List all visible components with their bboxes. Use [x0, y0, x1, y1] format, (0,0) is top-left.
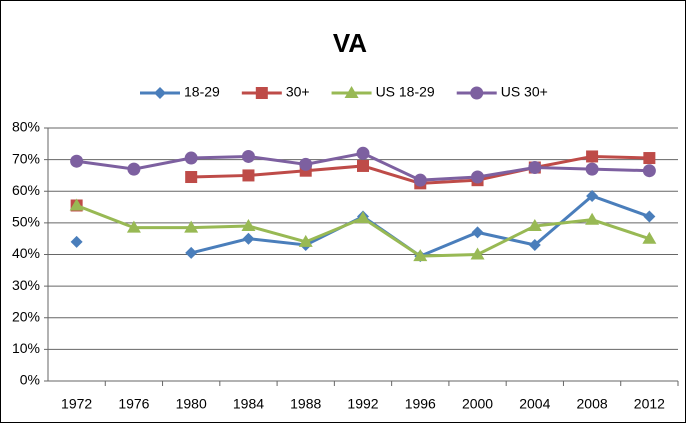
- x-tick-label: 2004: [519, 396, 550, 412]
- point: [154, 87, 166, 99]
- point: [527, 219, 542, 232]
- point: [69, 198, 84, 211]
- point: [413, 173, 427, 187]
- point: [585, 162, 599, 176]
- point: [184, 220, 199, 233]
- point: [643, 152, 656, 165]
- x-tick-label: 1972: [61, 396, 92, 412]
- y-tick-label: 0%: [20, 372, 40, 388]
- point: [127, 162, 141, 176]
- point: [470, 86, 484, 100]
- legend-label: US 18-29: [376, 84, 435, 100]
- point: [242, 169, 255, 182]
- point: [642, 164, 656, 178]
- point: [528, 239, 541, 252]
- x-tick-label: 1984: [233, 396, 264, 412]
- legend: 18-29 30+ US 18-29 US 30+: [140, 84, 548, 100]
- point: [185, 246, 198, 259]
- point: [70, 235, 83, 248]
- point: [299, 157, 313, 171]
- point: [255, 87, 268, 99]
- x-tick-label: 1988: [290, 396, 321, 412]
- point: [357, 159, 369, 172]
- x-tick-label: 1980: [176, 396, 207, 412]
- legend-label: US 30+: [501, 84, 548, 100]
- y-tick-label: 20%: [12, 308, 40, 324]
- point: [471, 226, 484, 239]
- x-tick-label: 1996: [405, 396, 436, 412]
- legend-label: 30+: [286, 84, 310, 100]
- point: [298, 234, 313, 247]
- point: [70, 154, 84, 168]
- point: [643, 210, 656, 223]
- point: [185, 171, 198, 184]
- point: [184, 151, 198, 165]
- y-tick-label: 50%: [12, 214, 40, 230]
- legend-label: 18-29: [184, 84, 220, 100]
- x-tick-label: 2008: [577, 396, 608, 412]
- point: [126, 220, 141, 233]
- point: [344, 86, 359, 98]
- y-tick-label: 10%: [12, 340, 40, 356]
- point: [356, 211, 370, 224]
- y-tick-label: 30%: [12, 277, 40, 293]
- y-tick-label: 80%: [12, 119, 40, 135]
- x-tick-label: 2000: [462, 396, 493, 412]
- point: [528, 161, 542, 175]
- y-tick-label: 70%: [12, 150, 40, 166]
- point: [642, 231, 657, 244]
- point: [471, 170, 485, 184]
- x-tick-label: 2012: [634, 396, 665, 412]
- point: [413, 249, 428, 262]
- point: [586, 189, 599, 202]
- x-tick-label: 1992: [347, 396, 378, 412]
- point: [241, 149, 255, 163]
- x-tick-label: 1976: [118, 396, 149, 412]
- point: [241, 219, 256, 232]
- point: [470, 247, 485, 260]
- y-tick-label: 60%: [12, 182, 40, 198]
- chart-title: VA: [333, 28, 367, 58]
- point: [586, 150, 599, 163]
- y-tick-label: 40%: [12, 245, 40, 261]
- point: [242, 232, 255, 245]
- point: [585, 212, 600, 225]
- point: [356, 146, 370, 160]
